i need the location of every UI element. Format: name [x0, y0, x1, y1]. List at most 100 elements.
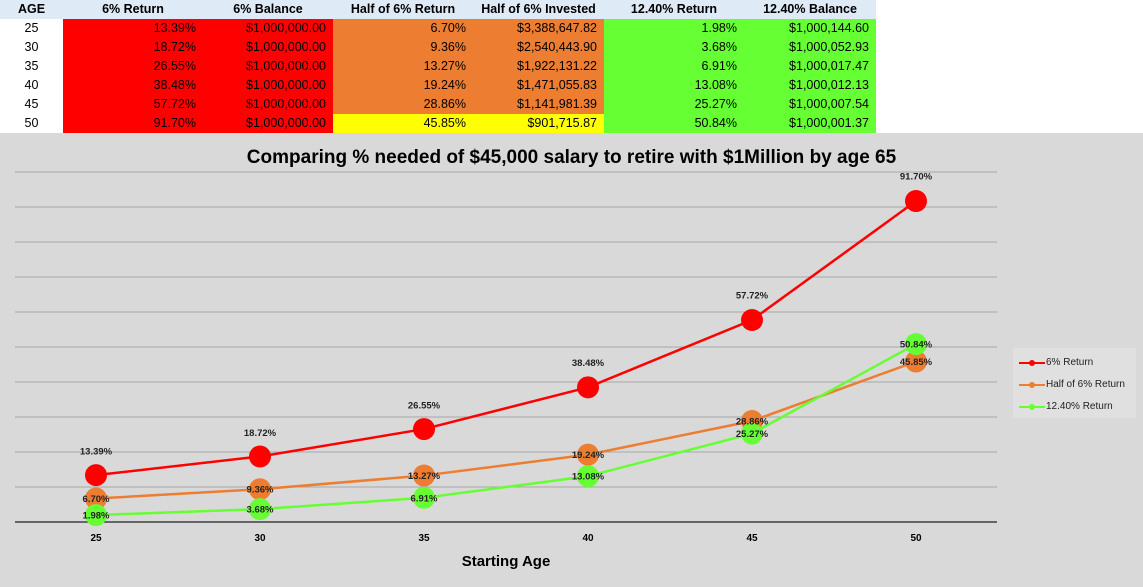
- table-cell[interactable]: 57.72%: [63, 95, 203, 114]
- data-label-12-40-return: 13.08%: [572, 472, 605, 483]
- table-cell[interactable]: $3,388,647.82: [473, 19, 604, 38]
- data-point-12-40-return: [249, 498, 271, 521]
- table-cell[interactable]: $1,000,000.00: [203, 38, 333, 57]
- table-cell[interactable]: 6.91%: [604, 57, 744, 76]
- table-cell[interactable]: 13.27%: [333, 57, 473, 76]
- legend-swatch: [1019, 400, 1045, 414]
- data-point-half-of-6-return: [413, 464, 435, 487]
- table-cell[interactable]: 35: [24, 59, 39, 73]
- table-cell[interactable]: $1,000,144.60: [744, 19, 876, 38]
- table-row: 35 26.55% $1,000,000.00 13.27% $1,922,131.22…: [0, 57, 876, 76]
- table-row: 30 18.72% $1,000,000.00 9.36% $2,540,443.90 3…: [0, 38, 876, 57]
- data-point-half-of-6-return: [249, 478, 271, 501]
- legend-item[interactable]: 6% Return: [1019, 356, 1093, 370]
- data-point-6-return: [85, 464, 107, 487]
- x-tick-label: 35: [418, 533, 430, 544]
- table-cell[interactable]: $1,000,017.47: [744, 57, 876, 76]
- table-cell[interactable]: $1,000,052.93: [744, 38, 876, 57]
- chart-legend[interactable]: 6% Return Half of 6% Return 12.40% Return: [1013, 348, 1136, 418]
- table-row: 40 38.48% $1,000,000.00 19.24% $1,471,055.83…: [0, 76, 876, 95]
- legend-item[interactable]: Half of 6% Return: [1019, 378, 1125, 392]
- data-label-12-40-return: 6.91%: [411, 493, 438, 504]
- data-point-12-40-return: [85, 504, 107, 527]
- table-row: 50 91.70% $1,000,000.00 45.85% $901,715.87 50…: [0, 114, 876, 133]
- data-point-12-40-return: [577, 465, 599, 488]
- data-point-6-return: [741, 308, 763, 331]
- table-cell[interactable]: $1,000,000.00: [203, 19, 333, 38]
- data-point-12-40-return: [741, 422, 763, 445]
- header-1240pct-balance[interactable]: 12.40% Balance: [763, 2, 857, 16]
- table-cell[interactable]: $1,471,055.83: [473, 76, 604, 95]
- data-label-half-of-6-return: 19.24%: [572, 450, 605, 461]
- table-cell[interactable]: 13.08%: [604, 76, 744, 95]
- data-point-6-return: [413, 418, 435, 441]
- data-point-6-return: [249, 445, 271, 468]
- header-6pct-balance[interactable]: 6% Balance: [233, 2, 303, 16]
- x-tick-label: 30: [254, 533, 266, 544]
- data-label-6-return: 13.39%: [80, 447, 113, 458]
- table-row: 25 13.39% $1,000,000.00 6.70% $3,388,647.82 1…: [0, 19, 876, 38]
- table-cell[interactable]: 6.70%: [333, 19, 473, 38]
- series-line-12-40-return: [95, 342, 917, 517]
- table-cell[interactable]: 13.39%: [63, 19, 203, 38]
- series-line-half-of-6-return: [95, 360, 917, 500]
- table-cell[interactable]: $1,000,000.00: [203, 57, 333, 76]
- data-point-half-of-6-return: [905, 350, 927, 373]
- table-cell[interactable]: 18.72%: [63, 38, 203, 57]
- table-cell[interactable]: 1.98%: [604, 19, 744, 38]
- legend-label: 6% Return: [1046, 357, 1094, 368]
- table-cell[interactable]: $1,000,000.00: [203, 76, 333, 95]
- table-cell[interactable]: 38.48%: [63, 76, 203, 95]
- table-cell[interactable]: 9.36%: [333, 38, 473, 57]
- header-age[interactable]: AGE: [17, 2, 46, 16]
- data-label-6-return: 57.72%: [736, 290, 769, 301]
- table-cell[interactable]: $1,000,007.54: [744, 95, 876, 114]
- data-label-6-return: 91.70%: [900, 172, 933, 183]
- table-cell[interactable]: 40: [24, 78, 39, 92]
- series-line-6-return: [95, 200, 917, 477]
- legend-swatch: [1019, 378, 1045, 392]
- table-cell[interactable]: 50.84%: [604, 114, 744, 133]
- legend-label: 12.40% Return: [1046, 401, 1113, 412]
- header-6pct-return[interactable]: 6% Return: [102, 2, 164, 16]
- legend-item[interactable]: 12.40% Return: [1019, 400, 1113, 414]
- data-label-6-return: 26.55%: [408, 401, 441, 412]
- x-tick-label: 40: [582, 533, 594, 544]
- table-cell[interactable]: $1,922,131.22: [473, 57, 604, 76]
- table-cell[interactable]: 50: [24, 116, 39, 130]
- data-point-6-return: [577, 376, 599, 399]
- table-cell[interactable]: 25: [24, 21, 39, 35]
- table-cell[interactable]: $901,715.87: [473, 114, 604, 133]
- data-label-12-40-return: 3.68%: [247, 505, 274, 516]
- header-1240pct-return[interactable]: 12.40% Return: [630, 2, 718, 16]
- data-point-12-40-return: [413, 486, 435, 509]
- table-cell[interactable]: $1,000,001.37: [744, 114, 876, 133]
- table-cell[interactable]: $1,000,000.00: [203, 114, 333, 133]
- data-label-half-of-6-return: 6.70%: [83, 494, 110, 505]
- table-cell[interactable]: 19.24%: [333, 76, 473, 95]
- chart-title: Comparing % needed of $45,000 salary to …: [246, 147, 897, 168]
- header-half-6pct-return[interactable]: Half of 6% Return: [350, 2, 456, 16]
- header-half-6pct-invested[interactable]: Half of 6% Invested: [481, 2, 596, 16]
- x-tick-label: 45: [746, 533, 758, 544]
- table-cell[interactable]: $1,141,981.39: [473, 95, 604, 114]
- legend-swatch: [1019, 356, 1045, 370]
- table-cell[interactable]: 45: [24, 97, 39, 111]
- table-cell[interactable]: $1,000,000.00: [203, 95, 333, 114]
- table-row: 45 57.72% $1,000,000.00 28.86% $1,141,981.39…: [0, 95, 876, 114]
- table-cell[interactable]: 3.68%: [604, 38, 744, 57]
- data-label-6-return: 38.48%: [572, 358, 605, 369]
- table-cell[interactable]: 45.85%: [333, 114, 473, 133]
- legend-label: Half of 6% Return: [1046, 379, 1125, 390]
- data-label-12-40-return: 25.27%: [736, 429, 769, 440]
- table-cell[interactable]: $1,000,012.13: [744, 76, 876, 95]
- table-cell[interactable]: 26.55%: [63, 57, 203, 76]
- table-cell[interactable]: 91.70%: [63, 114, 203, 133]
- table-cell[interactable]: 30: [24, 40, 39, 54]
- table-cell[interactable]: 28.86%: [333, 95, 473, 114]
- data-point-half-of-6-return: [577, 443, 599, 466]
- x-tick-label: 25: [90, 533, 102, 544]
- line-chart[interactable]: Comparing % needed of $45,000 salary to …: [0, 133, 1143, 587]
- table-cell[interactable]: 25.27%: [604, 95, 744, 114]
- table-cell[interactable]: $2,540,443.90: [473, 38, 604, 57]
